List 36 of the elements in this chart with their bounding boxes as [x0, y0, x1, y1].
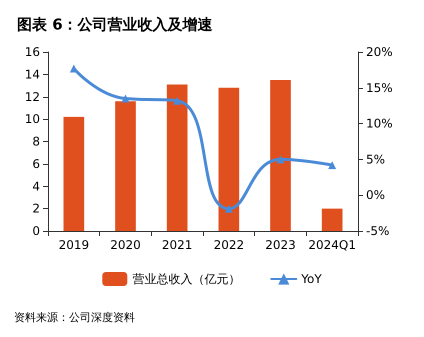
y2-tick-label: 15% [366, 80, 393, 95]
y-tick-label: 10 [24, 112, 40, 126]
y-tick-label: 14 [24, 67, 40, 82]
y2-tick-label: 20% [366, 45, 393, 59]
x-tick-label: 2022 [214, 238, 244, 252]
x-tick-label: 2024Q1 [308, 238, 356, 252]
bar [64, 116, 84, 231]
y2-tick-label: -5% [366, 224, 390, 238]
point [173, 96, 182, 105]
point [224, 204, 233, 213]
y-tick-label: 6 [32, 156, 40, 171]
y2-tick-label: 10% [366, 116, 393, 131]
x-tick-label: 2019 [58, 238, 90, 252]
bar [115, 101, 136, 231]
text: 资料来源：公司深度资料 [14, 311, 135, 324]
y2-tick-label: 5% [366, 152, 386, 166]
bar [166, 84, 188, 231]
y-tick-label: 16 [24, 45, 40, 59]
x-tick-label: 2020 [110, 238, 141, 252]
legend-label: 营业总收入（亿元） [132, 272, 240, 286]
point [276, 155, 284, 164]
y2-tick-label: 0% [366, 188, 386, 202]
y-tick-label: 12 [24, 90, 40, 104]
x-tick-label: 2023 [265, 238, 296, 252]
bar [322, 208, 342, 231]
point [122, 94, 130, 103]
y-tick-label: 4 [32, 179, 40, 194]
point [328, 161, 336, 170]
y-tick-label: 2 [32, 202, 40, 216]
y-tick-label: 0 [32, 224, 40, 238]
bar [218, 88, 240, 231]
legend-label: YoY [300, 272, 322, 286]
bar [270, 80, 291, 231]
y-tick-label: 8 [32, 134, 40, 148]
chart-title: 图表 6：公司营业收入及增速 [17, 16, 214, 34]
x-tick-label: 2021 [162, 238, 192, 252]
